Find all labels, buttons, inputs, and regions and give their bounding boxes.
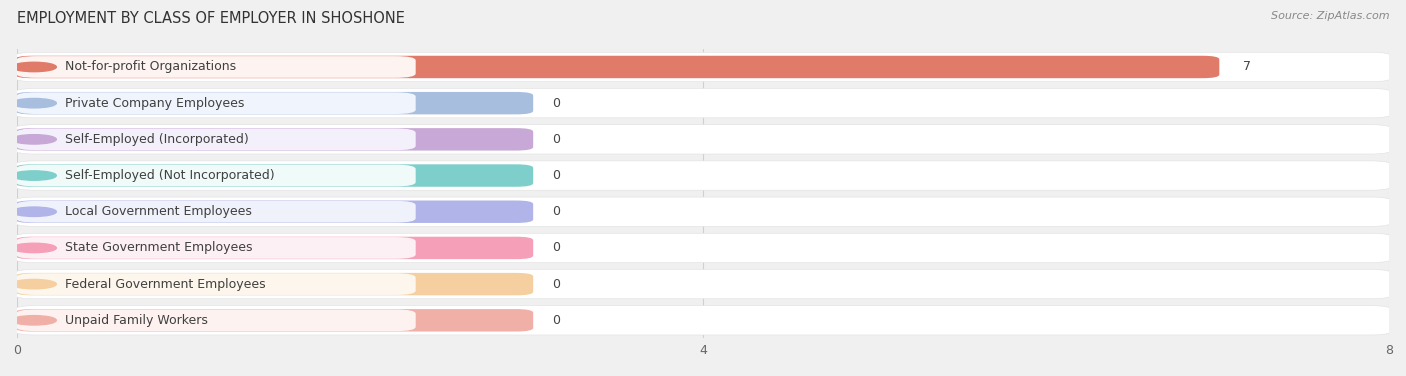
FancyBboxPatch shape — [15, 201, 416, 223]
FancyBboxPatch shape — [15, 200, 533, 223]
Text: 0: 0 — [553, 97, 560, 110]
Text: Source: ZipAtlas.com: Source: ZipAtlas.com — [1271, 11, 1389, 21]
FancyBboxPatch shape — [14, 233, 1392, 262]
Text: Self-Employed (Not Incorporated): Self-Employed (Not Incorporated) — [65, 169, 274, 182]
FancyBboxPatch shape — [14, 52, 1392, 82]
FancyBboxPatch shape — [15, 309, 416, 331]
FancyBboxPatch shape — [15, 237, 533, 259]
FancyBboxPatch shape — [15, 237, 416, 259]
Circle shape — [11, 207, 56, 217]
Text: 0: 0 — [553, 169, 560, 182]
FancyBboxPatch shape — [14, 270, 1392, 299]
FancyBboxPatch shape — [15, 309, 533, 332]
FancyBboxPatch shape — [15, 164, 533, 187]
FancyBboxPatch shape — [14, 161, 1392, 190]
Circle shape — [11, 62, 56, 72]
FancyBboxPatch shape — [15, 56, 416, 78]
FancyBboxPatch shape — [14, 125, 1392, 154]
FancyBboxPatch shape — [14, 306, 1392, 335]
Text: State Government Employees: State Government Employees — [65, 241, 253, 255]
Text: 0: 0 — [553, 277, 560, 291]
Text: 0: 0 — [553, 205, 560, 218]
Text: 0: 0 — [553, 314, 560, 327]
Text: Unpaid Family Workers: Unpaid Family Workers — [65, 314, 208, 327]
FancyBboxPatch shape — [15, 92, 533, 114]
Text: 0: 0 — [553, 133, 560, 146]
Text: Not-for-profit Organizations: Not-for-profit Organizations — [65, 61, 236, 73]
FancyBboxPatch shape — [15, 273, 533, 295]
Text: 7: 7 — [1243, 61, 1251, 73]
Text: 0: 0 — [553, 241, 560, 255]
FancyBboxPatch shape — [15, 92, 416, 114]
Circle shape — [11, 243, 56, 253]
FancyBboxPatch shape — [15, 273, 416, 295]
FancyBboxPatch shape — [15, 128, 533, 150]
Text: Local Government Employees: Local Government Employees — [65, 205, 252, 218]
Text: Private Company Employees: Private Company Employees — [65, 97, 245, 110]
Text: Self-Employed (Incorporated): Self-Employed (Incorporated) — [65, 133, 249, 146]
FancyBboxPatch shape — [15, 129, 416, 150]
Circle shape — [11, 135, 56, 144]
FancyBboxPatch shape — [14, 88, 1392, 118]
FancyBboxPatch shape — [15, 56, 1219, 78]
Circle shape — [11, 279, 56, 289]
Circle shape — [11, 171, 56, 180]
Text: EMPLOYMENT BY CLASS OF EMPLOYER IN SHOSHONE: EMPLOYMENT BY CLASS OF EMPLOYER IN SHOSH… — [17, 11, 405, 26]
Text: Federal Government Employees: Federal Government Employees — [65, 277, 266, 291]
Circle shape — [11, 99, 56, 108]
FancyBboxPatch shape — [14, 197, 1392, 226]
FancyBboxPatch shape — [15, 165, 416, 186]
Circle shape — [11, 315, 56, 325]
